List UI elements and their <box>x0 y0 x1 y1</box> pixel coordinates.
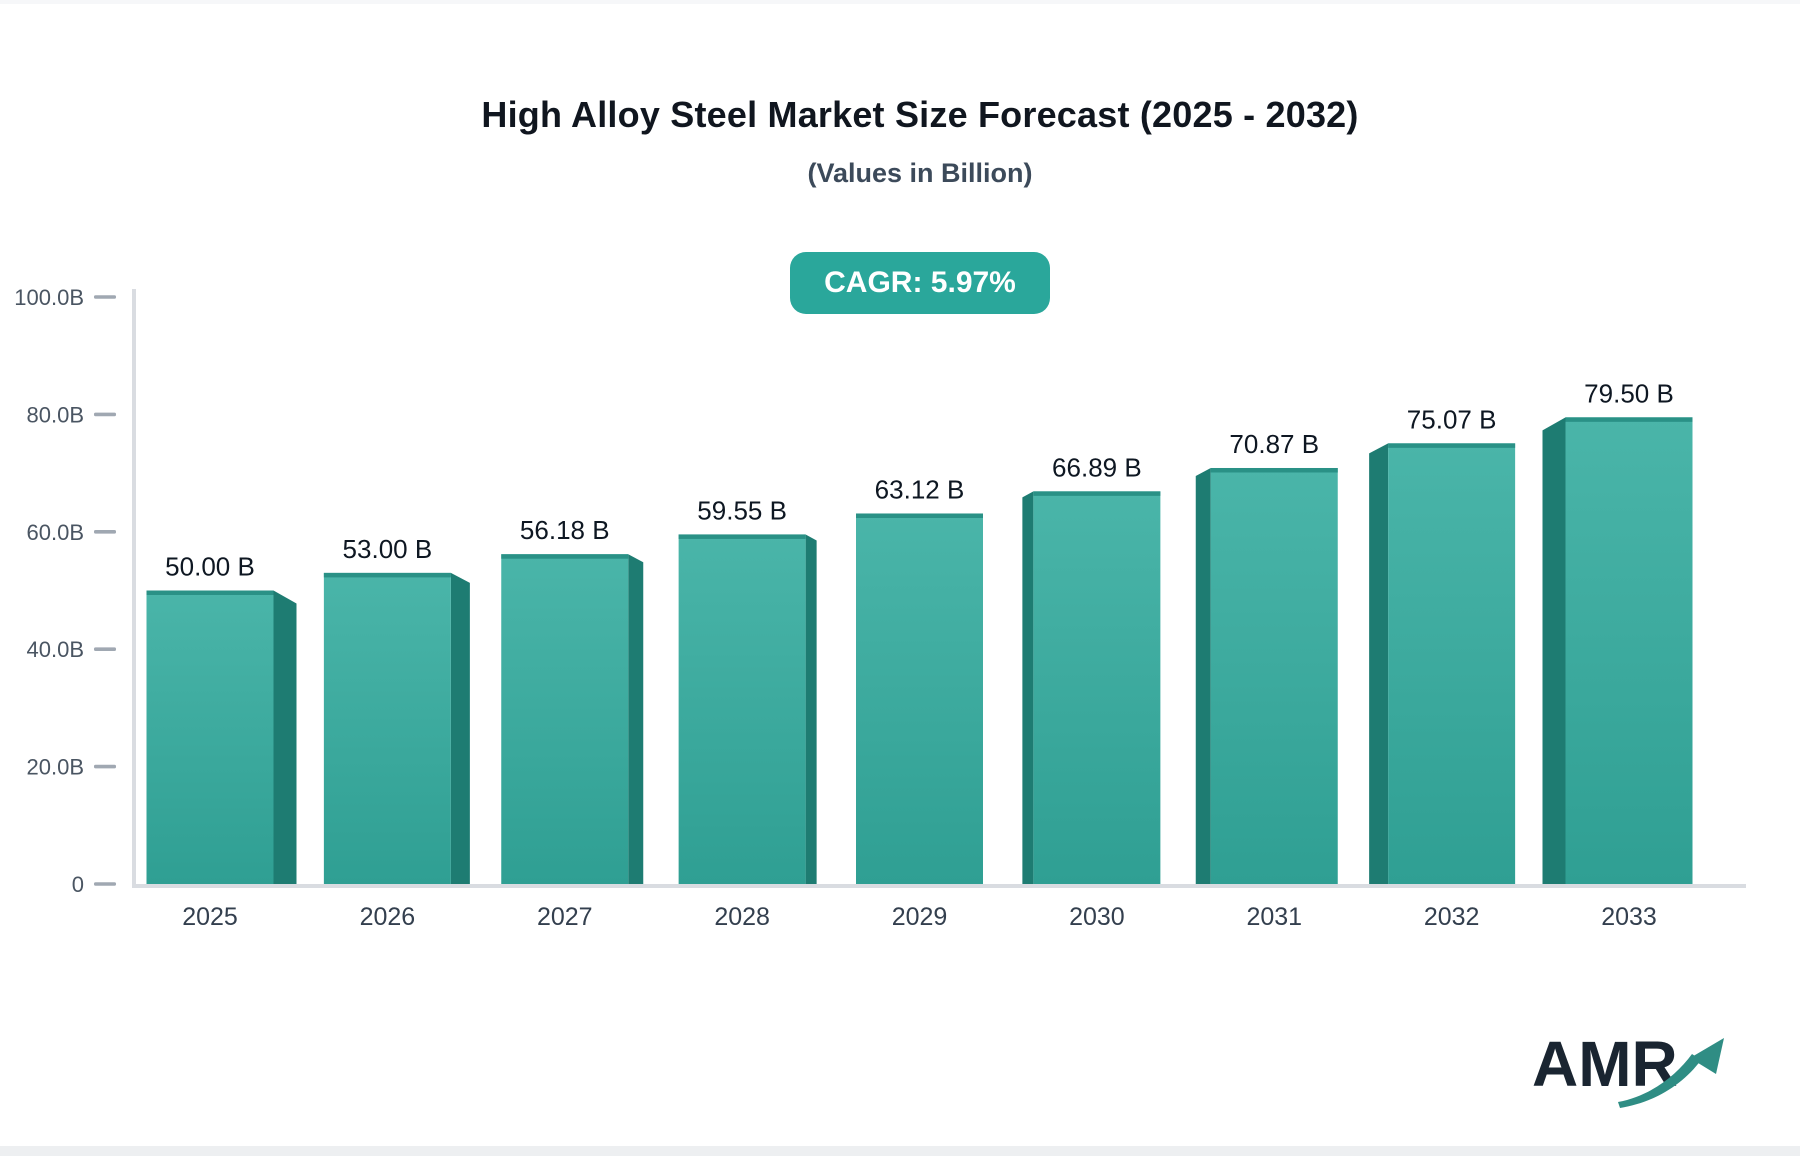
x-axis-label: 2029 <box>892 903 948 931</box>
x-axis-line <box>132 884 1746 888</box>
bar-top-edge <box>678 534 806 539</box>
x-axis-label: 2031 <box>1246 903 1302 931</box>
y-axis-tick-label: 0 <box>72 872 84 897</box>
bar-front-face[interactable] <box>1210 467 1338 884</box>
x-axis-label: 2028 <box>714 903 770 931</box>
bar-value-label: 75.07 B <box>1407 404 1497 434</box>
bar-top-edge <box>1210 467 1338 473</box>
bar-top-edge <box>323 572 451 578</box>
bar-2025[interactable] <box>146 590 297 885</box>
amr-logo: AMR <box>1532 1032 1752 1122</box>
bar-side-face <box>628 554 644 884</box>
bar-front-face[interactable] <box>146 590 274 885</box>
bar-2028[interactable] <box>678 534 817 884</box>
y-tick-mark <box>94 530 116 534</box>
bar-2027[interactable] <box>501 554 644 884</box>
amr-logo-text: AMR <box>1532 1028 1678 1100</box>
bar-side-face <box>1542 417 1566 884</box>
bar-2033[interactable] <box>1542 417 1693 884</box>
bar-value-label: 56.18 B <box>520 515 610 545</box>
y-tick-mark <box>94 647 116 651</box>
bar-top-edge <box>1388 443 1516 448</box>
bar-front-face[interactable] <box>323 572 451 884</box>
bar-2032[interactable] <box>1369 443 1516 884</box>
bar-top-edge <box>146 590 274 595</box>
bar-value-label: 53.00 B <box>343 534 433 564</box>
bar-2030[interactable] <box>1022 491 1161 884</box>
chart-header: High Alloy Steel Market Size Forecast (2… <box>20 94 1800 189</box>
bar-value-label: 66.89 B <box>1052 452 1142 482</box>
badge-row: CAGR: 5.97% <box>20 252 1800 314</box>
bar-top-edge <box>856 513 983 518</box>
bar-front-face[interactable] <box>501 554 629 884</box>
bar-side-face <box>1369 443 1389 884</box>
bar-side-face <box>1195 467 1211 884</box>
bar-2031[interactable] <box>1195 467 1338 884</box>
bar-2026[interactable] <box>323 572 470 884</box>
page-bottom-strip <box>0 1146 1800 1156</box>
bar-2029[interactable] <box>856 513 983 884</box>
y-axis-tick-label: 60.0B <box>27 520 85 545</box>
x-axis-label: 2025 <box>182 903 238 931</box>
y-axis-line <box>132 289 136 887</box>
amr-logo-arrow-icon <box>1618 1038 1724 1108</box>
x-axis-label: 2026 <box>360 903 416 931</box>
bar-value-label: 50.00 B <box>165 552 255 582</box>
y-axis-tick-label: 40.0B <box>27 637 85 662</box>
bar-side-face <box>450 572 470 884</box>
bar-front-face[interactable] <box>678 534 806 884</box>
bar-side-face <box>1022 491 1034 884</box>
bar-front-face[interactable] <box>856 513 983 884</box>
y-tick-mark <box>94 882 116 886</box>
bar-top-edge <box>1033 491 1161 496</box>
bar-top-edge <box>1565 417 1693 422</box>
bar-side-face <box>805 534 817 884</box>
x-axis-label: 2032 <box>1424 903 1480 931</box>
bar-front-face[interactable] <box>1033 491 1161 884</box>
y-tick-mark <box>94 764 116 769</box>
x-axis-label: 2033 <box>1601 903 1657 931</box>
cagr-badge: CAGR: 5.97% <box>790 252 1050 314</box>
bar-value-label: 59.55 B <box>697 495 787 525</box>
bar-value-label: 70.87 B <box>1229 429 1319 459</box>
page-top-strip <box>0 0 1800 4</box>
y-tick-mark <box>94 295 116 299</box>
bar-value-label: 79.50 B <box>1584 378 1674 408</box>
bar-top-edge <box>501 554 629 559</box>
y-axis-tick-label: 20.0B <box>27 755 85 780</box>
bar-side-face <box>273 590 297 884</box>
chart-subtitle: (Values in Billion) <box>807 158 1033 188</box>
bar-value-label: 63.12 B <box>875 474 965 504</box>
bar-front-face[interactable] <box>1388 443 1516 884</box>
y-axis-tick-label: 80.0B <box>27 402 85 427</box>
x-axis-label: 2030 <box>1069 903 1125 931</box>
x-axis-label: 2027 <box>537 903 593 931</box>
bar-front-face[interactable] <box>1565 417 1693 884</box>
y-tick-mark <box>94 412 116 417</box>
chart-title: High Alloy Steel Market Size Forecast (2… <box>481 94 1359 135</box>
y-axis-tick-label: 100.0B <box>14 285 84 310</box>
